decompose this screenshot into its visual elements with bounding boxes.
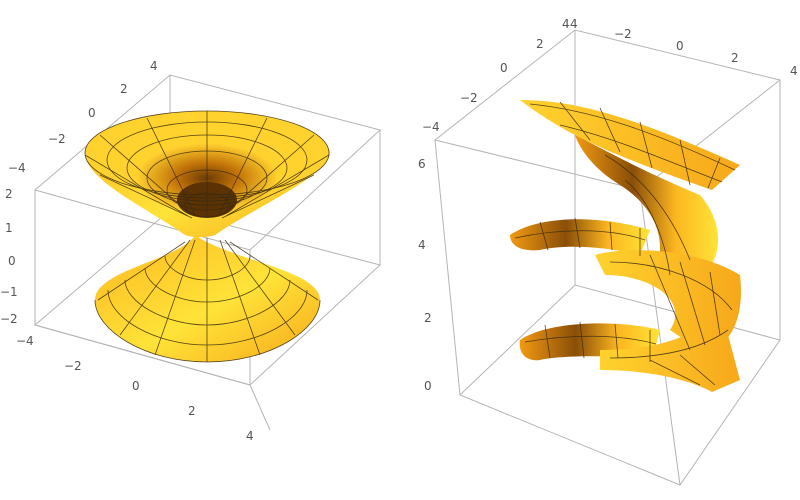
tick-label: 2 (731, 51, 739, 65)
tick-label: 6 (418, 157, 426, 171)
tick-label: 0 (500, 61, 508, 75)
left-front-bottom-ticks: −4 −2 0 2 4 (16, 334, 254, 443)
right-back-top-ticks: 4 −2 0 2 4 (570, 17, 798, 78)
right-plot: 4 2 0 −2 −4 4 −2 0 2 4 6 4 2 0 (418, 17, 798, 486)
left-lower-cone (94, 235, 321, 363)
tick-label: 4 (418, 238, 426, 252)
left-vertical-ticks: 2 1 0 −1 −2 (0, 187, 18, 326)
right-bounding-box (433, 29, 782, 486)
tick-label: 2 (5, 187, 13, 201)
tick-label: −2 (614, 27, 632, 41)
tick-label: −4 (8, 161, 26, 175)
tick-label: 0 (424, 379, 432, 393)
tick-label: 2 (120, 82, 128, 96)
left-back-top-ticks: 4 2 0 −2 −4 (8, 59, 158, 175)
left-upper-cone (84, 110, 330, 238)
tick-label: 1 (5, 221, 13, 235)
tick-label: 0 (676, 39, 684, 53)
tick-label: 4 (562, 17, 570, 31)
tick-label: 4 (150, 59, 158, 73)
tick-label: 0 (8, 254, 16, 268)
right-vertical-ticks: 6 4 2 0 (418, 157, 432, 393)
tick-label: 0 (132, 379, 140, 393)
tick-label: 2 (188, 404, 196, 418)
right-back-left-ticks: 4 2 0 −2 −4 (422, 17, 570, 134)
right-helicoid-surface (510, 100, 741, 392)
tick-label: 0 (88, 106, 96, 120)
tick-label: −1 (0, 285, 18, 299)
tick-label: 4 (790, 64, 798, 78)
tick-label: −4 (422, 120, 440, 134)
tick-label: 4 (246, 429, 254, 443)
tick-label: −2 (48, 132, 66, 146)
tick-label: 4 (570, 17, 578, 31)
tick-label: −4 (16, 334, 34, 348)
tick-label: −2 (64, 359, 82, 373)
tick-label: 2 (536, 37, 544, 51)
tick-label: −2 (0, 312, 18, 326)
tick-label: −2 (460, 91, 478, 105)
tick-label: 2 (424, 311, 432, 325)
left-plot: 4 2 0 −2 −4 2 1 0 −1 −2 −4 −2 0 2 4 (0, 59, 382, 443)
